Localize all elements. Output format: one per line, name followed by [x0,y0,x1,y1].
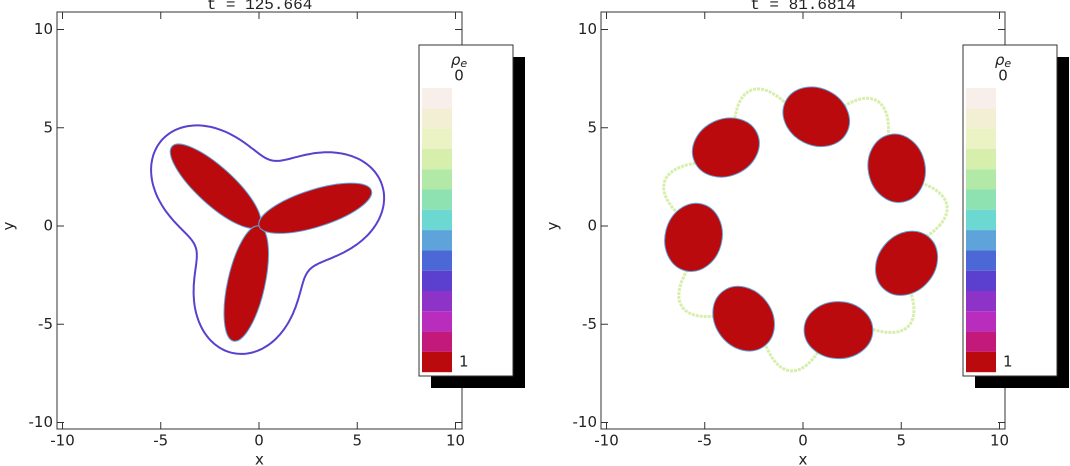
legend-swatch [966,230,996,251]
legend-swatch [422,209,452,231]
x-axis-label: x [799,451,808,466]
legend-swatch [422,88,452,109]
legend-tick-label: 1 [1003,353,1013,371]
x-tick-label: 10 [446,432,465,450]
y-axis-label: y [544,221,562,230]
y-tick-label: -10 [29,413,54,431]
legend-title: ρe [451,51,468,71]
x-tick-label: 0 [254,432,264,450]
legend: ρe0 1 [962,44,1069,388]
blob [867,133,926,203]
x-tick-label: -10 [50,432,75,450]
legend-swatch [422,189,452,210]
legend-swatch [966,311,996,332]
y-tick-label: 10 [578,20,597,38]
plot-area: -10 -5 0 5 10 -10 -5 0 5 10 [573,11,1009,450]
legend-swatch [966,88,996,109]
x-tick-label: -5 [697,432,712,450]
legend-swatch [422,128,452,149]
legend-swatch [422,169,452,190]
blob [875,230,939,296]
legend-swatch [966,291,996,312]
y-tick-label: 0 [587,217,597,235]
plot-frame [600,11,1006,430]
legend-swatch [966,209,996,231]
legend-swatch [966,270,996,291]
y-axis-label: y [0,221,18,230]
legend-swatch [966,108,996,129]
legend-swatch [966,331,996,352]
x-tick-label: -10 [594,432,619,450]
plot-area: -10 -5 0 5 10 -10 -5 0 5 10 [29,11,465,450]
y-tick-label: -5 [582,315,597,333]
y-tick-label: -5 [38,315,53,333]
x-tick-label: 5 [896,432,906,450]
chart-title: t = 81.6814 [750,0,856,14]
chart-title: t = 125.664 [207,0,313,14]
legend-swatch [966,169,996,190]
legend-swatch [422,331,452,352]
x-tick-label: 10 [990,432,1009,450]
y-tick-label: 5 [43,118,53,136]
legend-swatch [422,230,452,251]
blob [664,202,723,272]
legend-swatch [966,128,996,149]
x-tick-label: -5 [153,432,168,450]
legend-tick-label: 0 [454,67,464,85]
legend-swatch [422,270,452,291]
legend-subscript: e [460,57,467,70]
legend-swatch [422,148,452,170]
legend-swatch [422,351,452,373]
y-tick-label: -10 [573,413,598,431]
legend-subscript: e [1004,57,1011,70]
y-tick-label: 10 [34,20,53,38]
legend-swatch [422,311,452,332]
x-tick-label: 0 [798,432,808,450]
legend-tick-label: 1 [459,353,469,371]
y-tick-label: 0 [43,217,53,235]
blob [258,182,373,234]
legend-title: ρe [995,51,1012,71]
filament [150,124,386,355]
legend-swatch [966,351,996,373]
blob [691,117,760,178]
y-tick-label: 5 [587,118,597,136]
x-tick-label: 5 [352,432,362,450]
blob [803,301,874,360]
legend: ρe0 1 [418,44,525,388]
legend-swatch [966,189,996,210]
legend-symbol: ρ [995,51,1005,69]
legend-swatch [422,250,452,271]
x-axis-label: x [255,451,264,466]
legend-symbol: ρ [451,51,461,69]
legend-swatch [422,291,452,312]
legend-swatch [966,148,996,170]
legend-tick-label: 0 [998,67,1008,85]
legend-swatch [422,108,452,129]
blob [712,285,775,352]
legend-swatch [966,250,996,271]
blob [782,86,851,148]
